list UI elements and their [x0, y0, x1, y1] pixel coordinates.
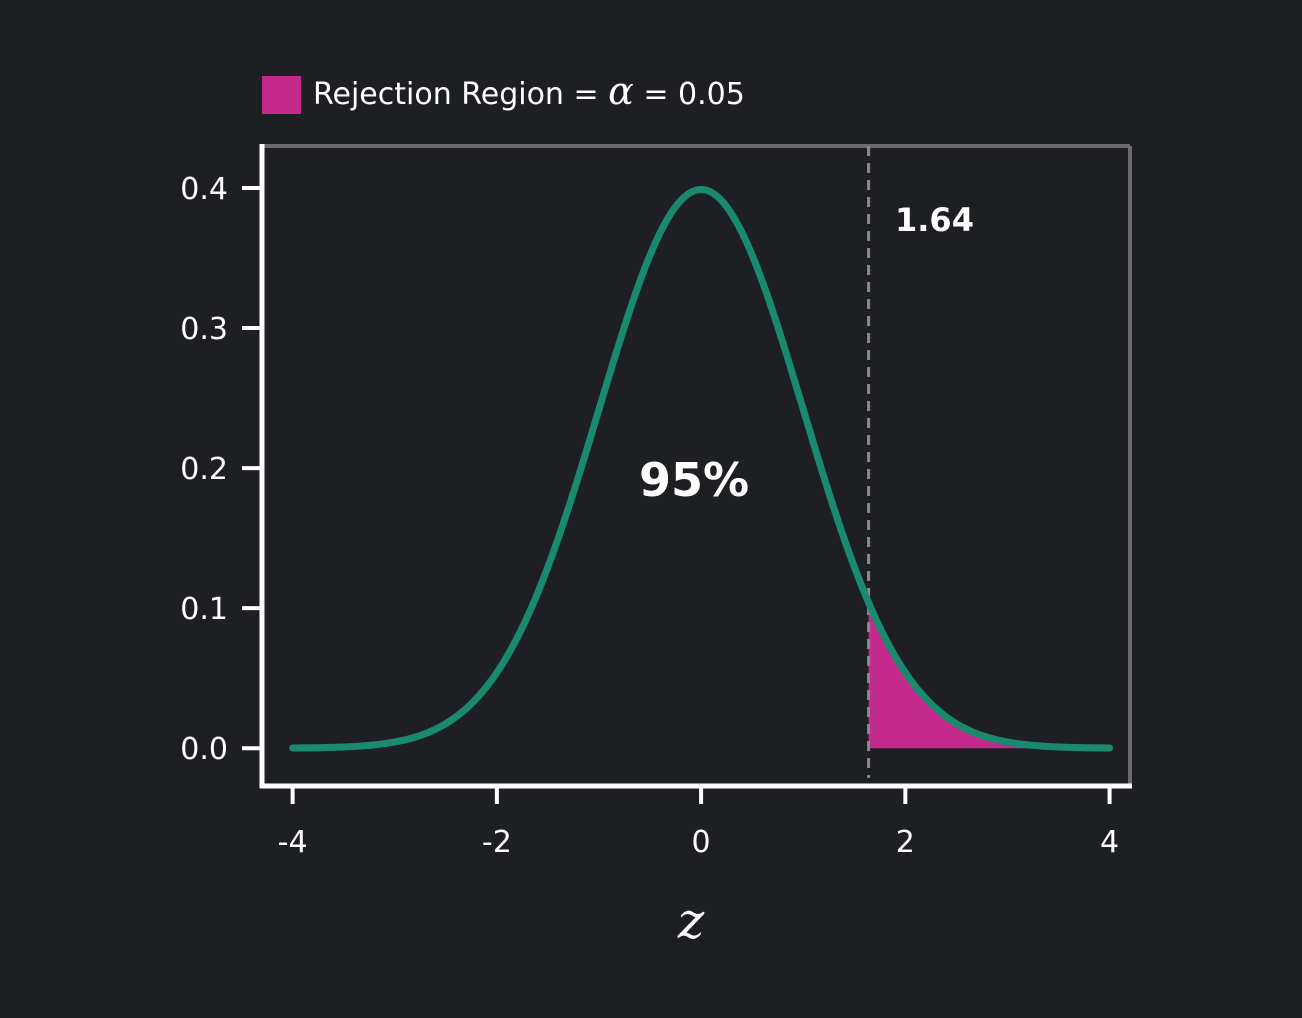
legend-label: Rejection Region = α = 0.05: [313, 69, 745, 113]
y-tick-label: 0.0: [180, 732, 228, 767]
legend-swatch: [262, 76, 301, 114]
x-ticks: -4 -2 0 2 4: [278, 786, 1119, 860]
density-curve: [289, 185, 1114, 752]
x-tick-label: -4: [278, 825, 308, 860]
x-tick-label: 0: [692, 825, 711, 860]
y-tick-label: 0.3: [180, 312, 228, 347]
y-tick-label: 0.1: [180, 592, 228, 627]
rejection-region-area: [868, 602, 1110, 749]
y-ticks: 0.0 0.1 0.2 0.3 0.4: [180, 172, 262, 767]
x-tick-label: 2: [896, 825, 915, 860]
x-tick-label: -2: [482, 825, 512, 860]
alpha-symbol: α: [608, 69, 634, 113]
y-tick-label: 0.2: [180, 452, 228, 487]
y-tick-label: 0.4: [180, 172, 228, 207]
x-axis-label: z: [677, 892, 705, 950]
legend-label-suffix: = 0.05: [634, 77, 745, 112]
legend-label-prefix: Rejection Region =: [313, 77, 608, 112]
center-percent-label: 95%: [639, 453, 749, 507]
density-curve-layer: [289, 185, 1114, 752]
critical-value-label: 1.64: [895, 201, 974, 239]
rejection-area-layer: [868, 602, 1110, 749]
x-tick-label: 4: [1100, 825, 1119, 860]
